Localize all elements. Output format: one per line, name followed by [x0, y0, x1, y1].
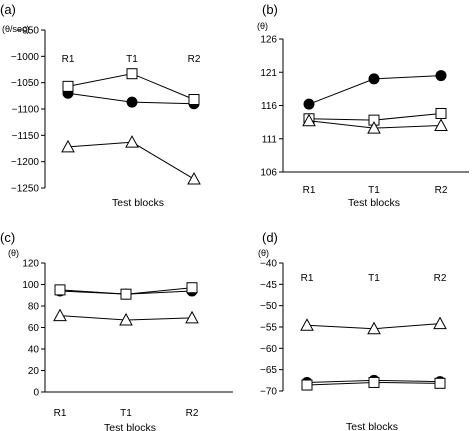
panel-a: (a) (θ/sec)−950 −1000 −1050 −1100 −1150 −1200 −… [0, 2, 201, 209]
y-tick-label: −65 [260, 365, 277, 376]
panel-d: (d) (θ)−40 −45 −50 −55 −60 −65 −70 R1 T1 R2 Test bl… [258, 230, 447, 431]
data-point-triangle [367, 121, 381, 134]
y-tick-label: −70 [260, 387, 277, 398]
y-tick-label: 20 [28, 366, 40, 377]
data-point-square [434, 377, 446, 389]
y-unit-label: (θ) [8, 248, 19, 258]
data-point-triangle [434, 118, 448, 131]
y-tick-label: −1000 [11, 52, 40, 63]
x-category-label: R2 [188, 54, 201, 65]
y-tick-label: −1250 [11, 184, 40, 195]
y-tick-label: −45 [260, 280, 277, 291]
data-point-circle [303, 98, 315, 110]
data-point-triangle [125, 135, 139, 148]
y-tick-label: −50 [260, 301, 277, 312]
y-tick-label: −40 [260, 259, 277, 270]
x-category-label: R2 [186, 408, 199, 419]
data-point-square [186, 282, 198, 294]
data-point-circle [126, 96, 138, 108]
y-tick-label: 0 [33, 388, 39, 399]
y-tick-label: 111 [262, 134, 278, 145]
y-tick-label: 80 [28, 302, 40, 313]
y-tick-label: −55 [260, 323, 277, 334]
data-point-triangle [53, 308, 67, 322]
y-tick-label: 126 [260, 35, 277, 46]
x-category-label: R1 [301, 273, 314, 284]
y-unit-label: (θ/sec) [2, 24, 30, 34]
panel-label: (b) [262, 2, 278, 17]
y-unit-label: (θ) [257, 21, 268, 31]
data-point-triangle [187, 172, 201, 185]
data-point-square [54, 284, 66, 296]
data-point-triangle [119, 312, 133, 326]
data-point-square [120, 288, 132, 300]
data-point-triangle [433, 316, 447, 330]
series-line-open-triangle [67, 141, 195, 180]
data-point-square [368, 376, 380, 388]
x-category-label: R2 [434, 273, 447, 284]
y-tick-label: −1100 [12, 105, 40, 116]
panel-label: (c) [0, 230, 15, 245]
y-tick-label: 116 [261, 101, 277, 112]
data-point-circle [368, 73, 380, 85]
data-point-square [435, 107, 447, 119]
data-point-triangle [185, 310, 199, 324]
y-tick-label: 120 [22, 259, 39, 270]
y-unit-label: (θ) [258, 248, 269, 258]
data-point-square [188, 94, 200, 106]
x-axis-title: Test blocks [112, 197, 164, 209]
x-category-label: R2 [435, 185, 448, 196]
data-point-square [126, 68, 138, 80]
x-axis-title: Test blocks [348, 197, 400, 209]
panel-label: (d) [262, 230, 278, 245]
panel-b: (b) (θ) 126 121 116 111 106 R1 T1 R2 Test blocks [257, 2, 469, 209]
data-point-triangle [300, 318, 314, 331]
x-axis-title: Test blocks [104, 422, 156, 431]
data-point-circle [435, 70, 447, 82]
panel-c: (c) (θ)120 100 80 60 40 20 0 R1 T1 R2 Test blocks [0, 230, 233, 431]
y-tick-label: 60 [28, 323, 40, 334]
x-category-label: T1 [120, 408, 132, 419]
data-point-triangle [61, 139, 75, 153]
y-tick-label: 106 [260, 168, 277, 179]
data-point-square [62, 80, 74, 92]
y-tick-label: −60 [260, 344, 277, 355]
y-tick-label: −1050 [11, 78, 40, 89]
x-category-label: T1 [126, 54, 138, 65]
panel-label: (a) [0, 2, 16, 17]
y-tick-label: 100 [22, 280, 39, 291]
x-category-label: T1 [368, 273, 380, 284]
data-point-triangle [367, 321, 381, 335]
data-point-square [301, 379, 313, 391]
y-tick-label: −1200 [11, 157, 40, 168]
x-category-label: R1 [54, 408, 67, 419]
data-point-triangle [302, 113, 316, 127]
x-category-label: R1 [62, 54, 75, 65]
y-tick-label: −950 [16, 26, 39, 37]
x-axis-title: Test blocks [346, 421, 398, 431]
y-tick-label: −1150 [12, 131, 40, 142]
y-tick-label: 121 [260, 68, 277, 79]
x-category-label: R1 [303, 185, 316, 196]
x-category-label: T1 [368, 185, 380, 196]
y-tick-label: 40 [28, 345, 40, 356]
